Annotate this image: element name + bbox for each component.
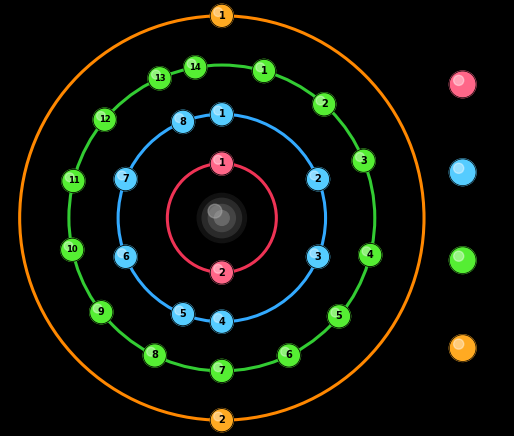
- Circle shape: [210, 4, 233, 27]
- Circle shape: [359, 243, 382, 266]
- Circle shape: [114, 245, 137, 269]
- Circle shape: [210, 152, 233, 175]
- Circle shape: [175, 114, 183, 123]
- Circle shape: [306, 167, 329, 191]
- Circle shape: [175, 306, 183, 315]
- Circle shape: [306, 245, 329, 269]
- Text: 1: 1: [218, 11, 225, 21]
- Text: 5: 5: [336, 311, 342, 321]
- Circle shape: [454, 75, 464, 85]
- Circle shape: [202, 198, 242, 238]
- Text: 3: 3: [360, 156, 367, 166]
- Circle shape: [313, 93, 336, 116]
- Text: 6: 6: [285, 351, 292, 361]
- Circle shape: [208, 204, 235, 232]
- Circle shape: [210, 102, 233, 126]
- Text: 2: 2: [321, 99, 327, 109]
- Text: 1: 1: [218, 109, 225, 119]
- Circle shape: [362, 247, 371, 255]
- Text: 9: 9: [98, 307, 105, 317]
- Text: 4: 4: [218, 317, 225, 327]
- Text: 1: 1: [218, 159, 225, 168]
- Circle shape: [197, 194, 246, 242]
- Text: 8: 8: [179, 117, 187, 127]
- Circle shape: [214, 313, 223, 323]
- Circle shape: [210, 310, 233, 334]
- Circle shape: [214, 8, 223, 17]
- Circle shape: [208, 204, 222, 218]
- Circle shape: [214, 363, 223, 371]
- Text: 13: 13: [154, 74, 166, 83]
- Text: 8: 8: [151, 351, 158, 361]
- Circle shape: [310, 171, 319, 180]
- Circle shape: [214, 211, 229, 225]
- Circle shape: [310, 249, 319, 258]
- Circle shape: [454, 339, 464, 349]
- Text: 4: 4: [367, 250, 374, 260]
- Circle shape: [187, 59, 196, 68]
- Circle shape: [93, 304, 102, 313]
- Circle shape: [449, 247, 476, 273]
- Circle shape: [454, 163, 464, 174]
- Text: 14: 14: [189, 63, 201, 72]
- Circle shape: [252, 59, 276, 82]
- Text: 3: 3: [315, 252, 321, 262]
- Circle shape: [327, 305, 351, 328]
- Circle shape: [148, 67, 171, 90]
- Circle shape: [277, 344, 301, 367]
- Text: 1: 1: [261, 66, 267, 76]
- Circle shape: [356, 153, 364, 161]
- Circle shape: [449, 71, 476, 98]
- Circle shape: [331, 308, 340, 317]
- Circle shape: [171, 303, 195, 326]
- Circle shape: [210, 359, 233, 382]
- Text: 2: 2: [218, 415, 225, 425]
- Circle shape: [64, 242, 73, 251]
- Text: 2: 2: [218, 268, 225, 277]
- Text: 7: 7: [218, 366, 225, 376]
- Circle shape: [352, 149, 375, 172]
- Circle shape: [210, 409, 233, 432]
- Circle shape: [97, 112, 105, 120]
- Circle shape: [256, 63, 265, 72]
- Text: 2: 2: [315, 174, 321, 184]
- Circle shape: [454, 251, 464, 261]
- Circle shape: [171, 110, 195, 133]
- Circle shape: [62, 170, 85, 193]
- Text: 7: 7: [122, 174, 129, 184]
- Circle shape: [65, 173, 74, 182]
- Text: 5: 5: [179, 309, 187, 319]
- Circle shape: [210, 261, 233, 284]
- Text: 6: 6: [122, 252, 129, 262]
- Circle shape: [152, 70, 160, 79]
- Circle shape: [449, 159, 476, 186]
- Circle shape: [316, 96, 325, 105]
- Circle shape: [214, 106, 223, 115]
- Circle shape: [183, 56, 207, 79]
- Circle shape: [281, 347, 289, 356]
- Text: 11: 11: [67, 177, 79, 185]
- Circle shape: [93, 108, 116, 131]
- Circle shape: [214, 264, 223, 273]
- Text: 12: 12: [99, 115, 111, 124]
- Circle shape: [61, 238, 84, 262]
- Circle shape: [114, 167, 137, 191]
- Circle shape: [118, 249, 126, 258]
- Circle shape: [214, 155, 223, 164]
- Circle shape: [143, 344, 167, 367]
- Circle shape: [449, 335, 476, 361]
- Circle shape: [146, 347, 156, 356]
- Text: 10: 10: [66, 245, 78, 254]
- Circle shape: [214, 412, 223, 421]
- Circle shape: [118, 171, 126, 180]
- Circle shape: [90, 300, 113, 324]
